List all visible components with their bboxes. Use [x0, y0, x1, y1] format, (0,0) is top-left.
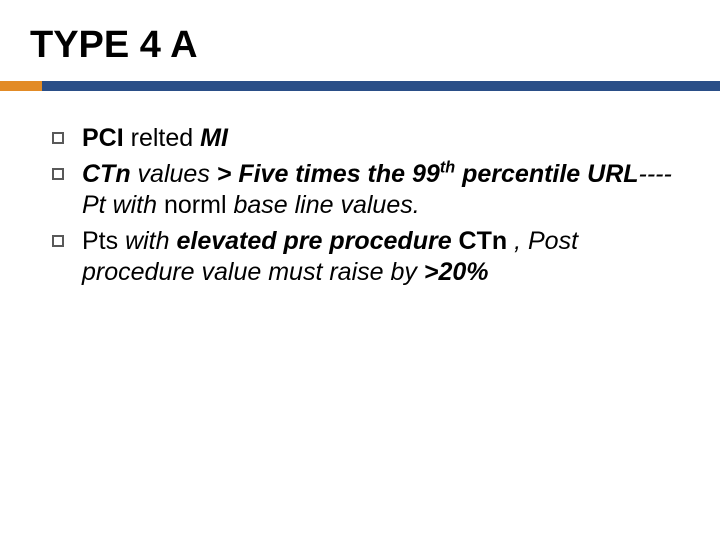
bullet-text: Pts with elevated pre procedure CTn , Po… [82, 226, 690, 289]
list-item: CTn values > Five times the 99th percent… [52, 159, 690, 222]
rule-main [0, 81, 720, 91]
bullet-marker-icon [52, 168, 64, 180]
rule-accent [0, 81, 42, 91]
bullet-list: PCI relted MI CTn values > Five times the… [30, 123, 690, 289]
bullet-marker-icon [52, 235, 64, 247]
bullet-text: PCI relted MI [82, 123, 228, 155]
bullet-marker-icon [52, 132, 64, 144]
list-item: PCI relted MI [52, 123, 690, 155]
title-rule [30, 81, 690, 91]
bullet-text: CTn values > Five times the 99th percent… [82, 159, 690, 222]
slide-title: TYPE 4 A [30, 24, 690, 67]
list-item: Pts with elevated pre procedure CTn , Po… [52, 226, 690, 289]
slide: TYPE 4 A PCI relted MI CTn values > Five … [0, 0, 720, 540]
